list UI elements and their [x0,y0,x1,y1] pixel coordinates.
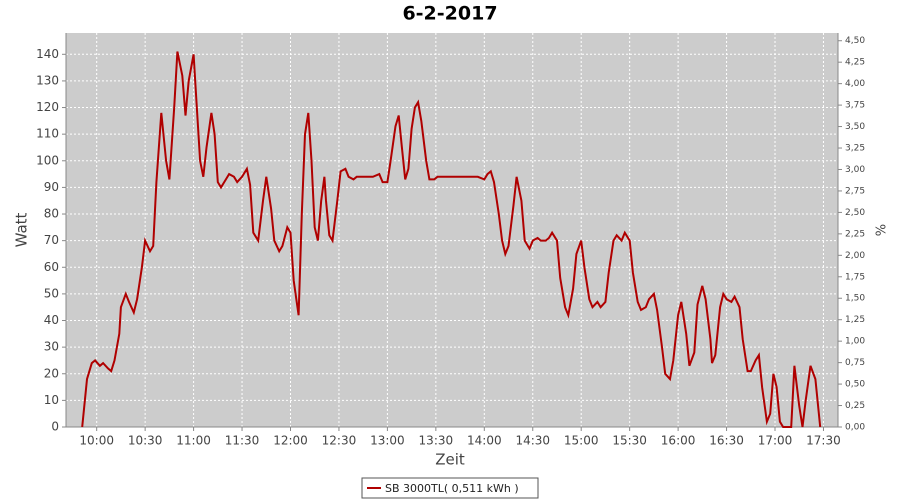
x-tick-label: 17:00 [758,434,793,448]
x-tick-label: 12:30 [322,434,357,448]
x-tick-label: 10:30 [128,434,163,448]
y-tick-label: 140 [36,47,59,61]
y-tick-label: 130 [36,73,59,87]
y-tick-label: 20 [44,366,59,380]
y-tick-label: 100 [36,153,59,167]
y-tick-label: 80 [44,207,59,221]
x-tick-label: 15:30 [612,434,647,448]
data-line [81,51,822,428]
y2-tick-label: 3,25 [845,144,865,154]
y2-tick-label: 0,00 [845,423,865,433]
y2-tick-label: 0,25 [845,401,865,411]
y-tick-label: 10 [44,393,59,407]
y2-tick-label: 3,75 [845,101,865,111]
y2-tick-label: 2,25 [845,229,865,239]
chart-title: 6-2-2017 [402,3,497,25]
y2-tick-label: 2,00 [845,251,865,261]
y2-tick-label: 0,75 [845,358,865,368]
y2-tick-label: 1,00 [845,337,865,347]
y2-tick-label: 3,50 [845,122,865,132]
y2-axis-label: % [875,224,890,236]
y-axis-label: Watt [13,212,31,247]
x-tick-label: 15:00 [564,434,599,448]
x-tick-label: 13:00 [370,434,405,448]
x-axis-label: Zeit [435,451,465,469]
y-tick-label: 40 [44,313,59,327]
y-tick-label: 110 [36,127,59,141]
y-tick-label: 60 [44,260,59,274]
x-tick-label: 10:00 [79,434,114,448]
x-tick-label: 14:30 [515,434,550,448]
y-tick-label: 0 [51,420,59,434]
x-tick-label: 11:30 [225,434,260,448]
x-tick-label: 12:00 [273,434,308,448]
y2-tick-label: 1,50 [845,294,865,304]
legend-label: SB 3000TL( 0,511 kWh ) [385,482,519,495]
y2-tick-label: 2,75 [845,186,865,196]
y2-tick-label: 3,00 [845,165,865,175]
y2-tick-label: 4,50 [845,36,865,46]
y-tick-label: 90 [44,180,59,194]
y-tick-label: 30 [44,340,59,354]
y-tick-label: 120 [36,100,59,114]
y2-tick-label: 2,50 [845,208,865,218]
y2-tick-label: 4,00 [845,79,865,89]
y2-tick-label: 1,25 [845,315,865,325]
x-tick-label: 13:30 [419,434,454,448]
x-tick-label: 16:30 [709,434,744,448]
x-tick-label: 17:30 [806,434,841,448]
plot-area [66,33,838,427]
y2-tick-label: 0,50 [845,380,865,390]
y2-tick-label: 1,75 [845,272,865,282]
x-tick-label: 11:00 [176,434,211,448]
y-tick-label: 70 [44,233,59,247]
x-tick-label: 16:00 [661,434,696,448]
y-tick-label: 50 [44,286,59,300]
x-tick-label: 14:00 [467,434,502,448]
y2-tick-label: 4,25 [845,58,865,68]
legend [361,477,539,499]
